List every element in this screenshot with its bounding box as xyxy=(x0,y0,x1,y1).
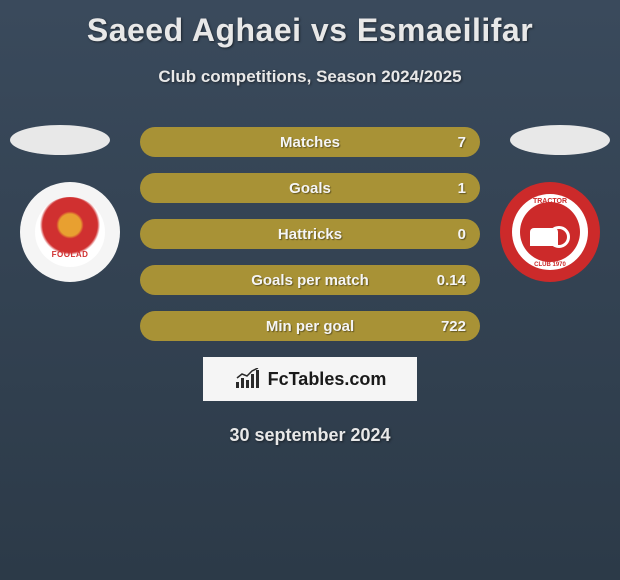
right-ellipse-decoration xyxy=(510,125,610,155)
brand-text: FcTables.com xyxy=(268,369,387,390)
brand-box: FcTables.com xyxy=(203,357,417,401)
stat-row: Matches 7 xyxy=(140,127,480,157)
foolad-badge-text: FOOLAD xyxy=(52,250,89,259)
stat-value: 1 xyxy=(458,180,466,197)
page-title: Saeed Aghaei vs Esmaeilifar xyxy=(0,0,620,49)
team-right-logo: TRACTOR CLUB 1970 xyxy=(500,182,600,282)
subtitle: Club competitions, Season 2024/2025 xyxy=(0,67,620,87)
stat-value: 0.14 xyxy=(437,272,466,289)
stat-label: Hattricks xyxy=(278,226,342,243)
stat-row: Goals per match 0.14 xyxy=(140,265,480,295)
foolad-badge-icon: FOOLAD xyxy=(35,197,105,267)
stat-label: Matches xyxy=(280,134,340,151)
left-ellipse-decoration xyxy=(10,125,110,155)
tractor-badge-text-bottom: CLUB 1970 xyxy=(512,262,588,268)
stat-value: 7 xyxy=(458,134,466,151)
stat-row: Hattricks 0 xyxy=(140,219,480,249)
stat-value: 722 xyxy=(441,318,466,335)
comparison-content: FOOLAD TRACTOR CLUB 1970 Matches 7 Goals… xyxy=(0,127,620,446)
stats-container: Matches 7 Goals 1 Hattricks 0 Goals per … xyxy=(140,127,480,341)
tractor-badge-icon: TRACTOR CLUB 1970 xyxy=(512,194,588,270)
stat-value: 0 xyxy=(458,226,466,243)
stat-row: Goals 1 xyxy=(140,173,480,203)
tractor-badge-red xyxy=(520,202,580,262)
stat-label: Min per goal xyxy=(266,318,354,335)
date-text: 30 september 2024 xyxy=(0,425,620,446)
chart-icon xyxy=(234,368,262,390)
stat-label: Goals per match xyxy=(251,272,369,289)
stat-row: Min per goal 722 xyxy=(140,311,480,341)
stat-label: Goals xyxy=(289,180,331,197)
tractor-wheel-icon xyxy=(548,226,570,248)
team-left-logo: FOOLAD xyxy=(20,182,120,282)
